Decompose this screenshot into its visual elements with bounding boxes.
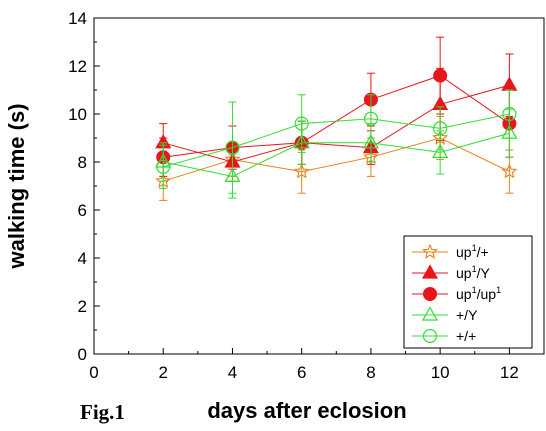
legend-item-1: up1/+ [412,243,489,260]
legend-marker [422,328,438,344]
data-point [501,76,518,91]
legend-item-3: up1/up1 [412,285,501,302]
x-tick-label: 2 [158,363,167,382]
legend-label: +/+ [456,328,476,344]
y-tick-label: 0 [78,345,87,364]
legend-item-2: up1/Y [412,264,490,281]
data-point [363,111,379,126]
legend-marker [423,287,437,301]
legend-label: up1/Y [456,264,490,281]
legend-marker [421,243,439,259]
data-point [362,134,379,149]
data-point [433,121,448,136]
legend-item-4: +/Y [412,306,478,323]
y-tick-label: 12 [68,57,87,76]
legend-marker [421,306,439,321]
data-point [156,159,171,174]
x-tick-label: 6 [297,363,306,382]
series-layer [155,36,518,201]
series-5 [156,89,517,194]
legend-label: up1/+ [456,243,489,260]
figure-label: Fig.1 [80,400,125,424]
data-point [294,116,309,131]
x-tick-label: 0 [89,363,98,382]
x-tick-label: 12 [500,363,519,382]
series-line [163,113,510,168]
y-tick-label: 10 [68,105,87,124]
series-1 [155,115,518,201]
data-point [502,106,517,122]
data-point [432,143,449,158]
y-tick-label: 2 [78,297,87,316]
legend: up1/+ up1/Y up1/up1 +/Y +/+ [403,235,533,349]
x-axis-title: days after eclosion [207,398,406,423]
x-tick-label: 8 [366,363,375,382]
axis-ticks: 0 2 4 6 8 10 12 14 0 2 4 6 8 10 12 [68,9,519,382]
data-point [501,163,518,179]
y-axis-title: walking time (s) [4,103,29,269]
series-line [163,137,510,182]
data-point [293,163,310,179]
y-tick-label: 8 [78,153,87,172]
y-tick-label: 6 [78,201,87,220]
legend-item-5: +/+ [412,328,476,344]
series-2 [155,53,518,182]
y-tick-label: 4 [78,249,87,268]
y-tick-label: 14 [68,9,87,28]
x-tick-label: 10 [431,363,450,382]
series-line [163,84,510,163]
data-point [433,68,448,83]
legend-marker [421,264,439,279]
legend-label: up1/up1 [456,285,501,302]
data-point [225,140,240,155]
x-tick-label: 4 [228,363,237,382]
series-line [163,132,510,177]
legend-label: +/Y [456,307,478,323]
